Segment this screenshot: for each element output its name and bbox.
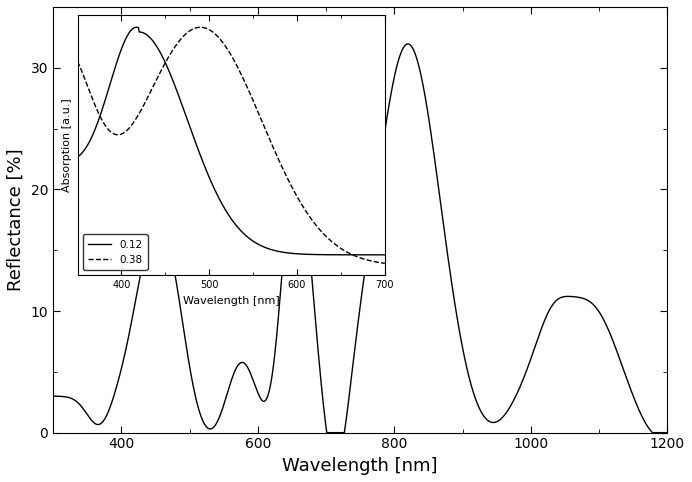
Y-axis label: Reflectance [%]: Reflectance [%]: [7, 148, 25, 291]
X-axis label: Wavelength [nm]: Wavelength [nm]: [282, 457, 438, 475]
